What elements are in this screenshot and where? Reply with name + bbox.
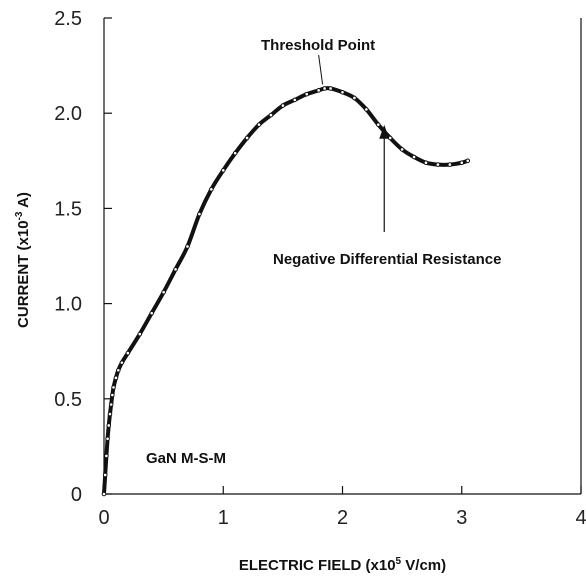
- data-point: [459, 160, 465, 166]
- x-axis-title: ELECTRIC FIELD (x105 V/cm): [239, 556, 446, 574]
- series: [101, 86, 471, 497]
- data-point: [340, 89, 345, 95]
- y-axis-title-prefix: CURRENT (x10: [15, 220, 32, 328]
- ndr-arrow-head: [379, 124, 390, 139]
- data-point: [435, 162, 441, 167]
- data-point: [328, 86, 333, 91]
- x-tick-label: 1: [218, 507, 229, 529]
- data-point: [292, 97, 298, 103]
- data-point: [197, 211, 202, 217]
- y-axis-title-exponent: -3: [14, 211, 25, 220]
- x-tick-label: 4: [575, 507, 586, 529]
- data-point: [256, 122, 262, 127]
- data-point: [106, 423, 112, 428]
- x-tick-label: 2: [337, 507, 348, 529]
- data-point: [316, 88, 321, 93]
- ndr-label: Negative Differential Resistance: [273, 251, 501, 268]
- y-tick-label: 1.5: [54, 198, 82, 220]
- data-point: [102, 472, 108, 478]
- y-axis-title: CURRENT (x10-3 A): [14, 192, 32, 328]
- data-point: [375, 122, 381, 127]
- x-tick-label: 3: [456, 507, 467, 529]
- series-line: [102, 86, 470, 496]
- data-point: [149, 310, 154, 316]
- annotations: Threshold Point Negative Differential Res…: [261, 37, 501, 268]
- data-point: [244, 135, 250, 141]
- x-axis-title-prefix: ELECTRIC FIELD (x10: [239, 557, 396, 574]
- data-point: [423, 160, 429, 166]
- sample-label: GaN M-S-M: [146, 450, 226, 467]
- x-axis-title-exponent: 5: [396, 556, 402, 567]
- data-point: [304, 91, 310, 97]
- data-point: [116, 367, 121, 373]
- data-point: [137, 331, 143, 337]
- data-point: [364, 107, 369, 112]
- data-point: [185, 244, 190, 249]
- x-axis-title-suffix: V/cm): [401, 557, 446, 574]
- data-point: [447, 162, 453, 167]
- y-tick-label: 0.5: [54, 389, 82, 411]
- y-tick-label: 0: [71, 484, 82, 506]
- y-tick-label: 2.0: [54, 103, 82, 125]
- data-point: [119, 360, 125, 365]
- data-point: [232, 150, 238, 156]
- data-point: [107, 411, 113, 417]
- data-point: [110, 392, 115, 398]
- y-axis-title-suffix: A): [15, 192, 32, 211]
- x-tick-label: 0: [98, 507, 109, 529]
- data-point: [173, 267, 178, 272]
- threshold-point-label: Threshold Point: [261, 37, 375, 54]
- data-point: [280, 103, 286, 108]
- data-point: [322, 86, 327, 91]
- data-point: [125, 350, 131, 356]
- data-point: [465, 158, 471, 164]
- data-point: [111, 385, 116, 390]
- data-point: [399, 147, 405, 152]
- data-point: [104, 453, 109, 459]
- threshold-leader-line: [318, 54, 324, 85]
- data-point: [411, 154, 417, 160]
- data-point: [268, 112, 274, 118]
- data-point: [220, 168, 226, 173]
- data-point: [105, 436, 110, 442]
- data-point: [113, 375, 119, 381]
- data-point: [108, 402, 114, 407]
- data-point: [352, 95, 357, 101]
- y-tick-label: 2.5: [54, 8, 82, 30]
- y-tick-label: 1.0: [54, 294, 82, 316]
- ticks: 0 1 2 3 4 0 0.5 1.0 1.5 2.0 2.5: [54, 8, 586, 529]
- data-point: [101, 491, 107, 497]
- data-point: [161, 289, 166, 295]
- data-point: [209, 187, 214, 192]
